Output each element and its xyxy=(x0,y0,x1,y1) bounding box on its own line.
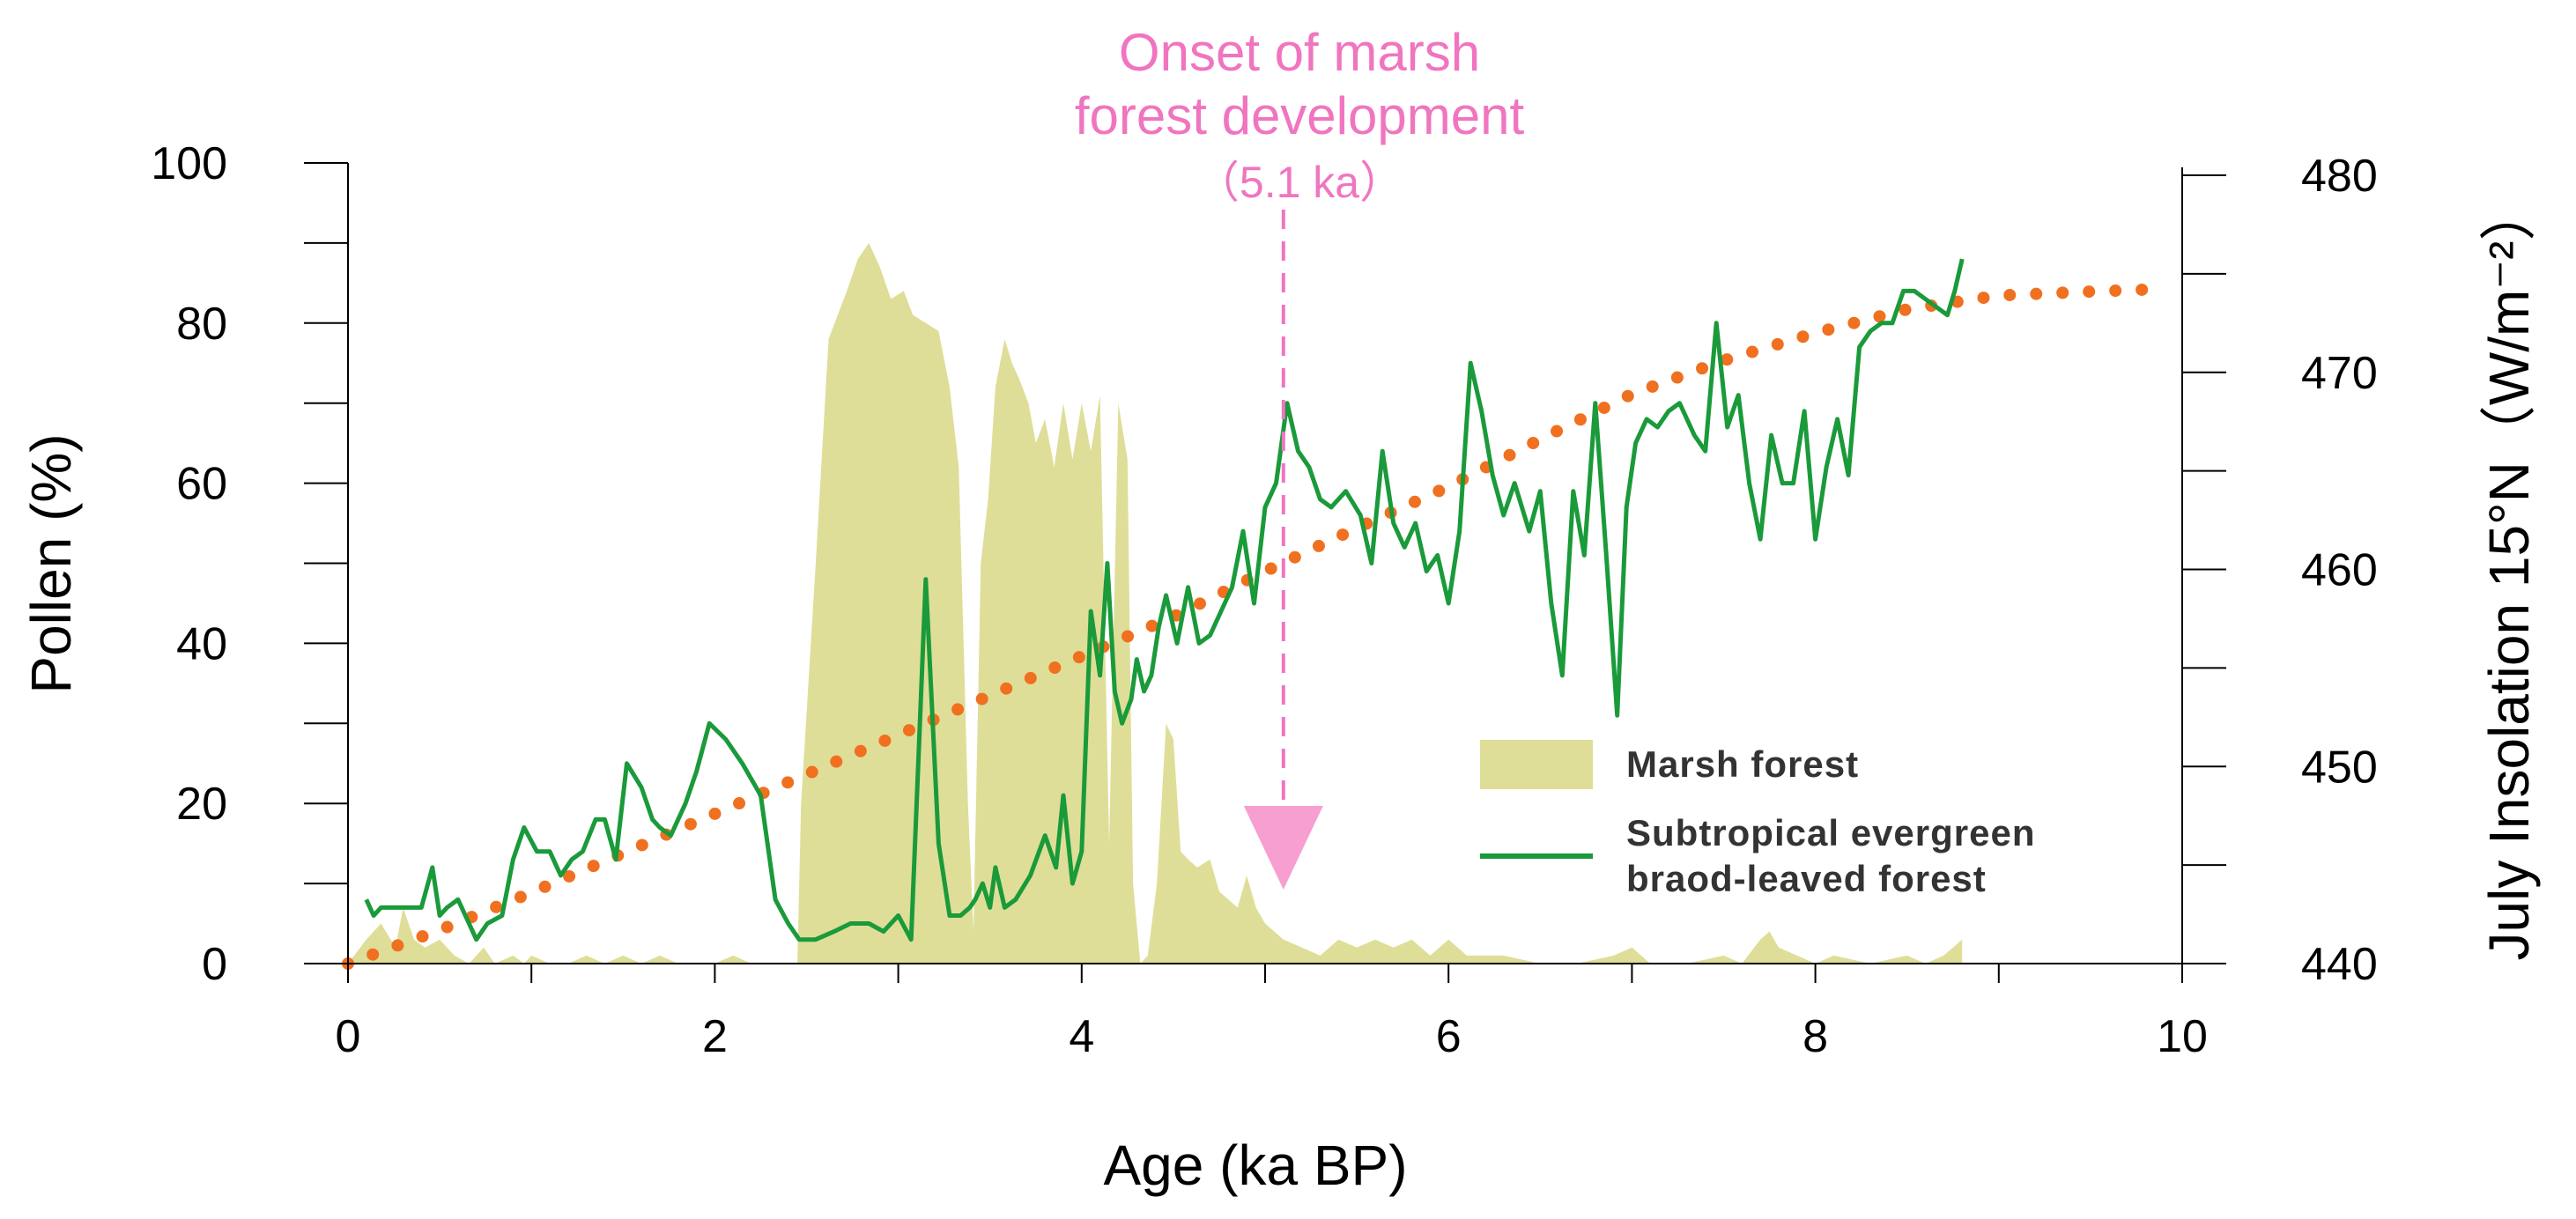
axes: 0 2 4 6 8 10 0 20 40 60 80 100 440 450 460 470 480 xyxy=(151,138,2378,1062)
y2-tick-label: 470 xyxy=(2301,348,2378,399)
legend-label-evergreen-line-1: Subtropical evergreen xyxy=(1626,812,2035,853)
annotation-line-1: Onset of marsh xyxy=(1119,23,1480,82)
y2-tick-label: 460 xyxy=(2301,545,2378,596)
y2-tick-label: 450 xyxy=(2301,742,2378,793)
y-ticks: 0 20 40 60 80 100 xyxy=(151,138,348,990)
legend-label-evergreen-line-2: braod-leaved forest xyxy=(1626,858,1987,899)
x-tick-label: 8 xyxy=(1802,1011,1828,1062)
x-tick-label: 4 xyxy=(1069,1011,1094,1062)
annotation-line-2: forest development xyxy=(1075,86,1525,145)
y-tick-label: 20 xyxy=(176,779,227,830)
y2-ticks: 440 450 460 470 480 xyxy=(2182,151,2378,990)
legend-swatch-marsh-forest xyxy=(1480,740,1593,789)
x-tick-label: 10 xyxy=(2157,1011,2208,1062)
annotation-arrow-icon xyxy=(1243,806,1323,890)
y-tick-label: 0 xyxy=(202,939,227,990)
y-tick-label: 100 xyxy=(151,138,227,189)
onset-annotation: Onset of marsh forest development （5.1 k… xyxy=(1075,23,1525,890)
y-tick-label: 80 xyxy=(176,299,227,350)
x-tick-label: 0 xyxy=(336,1011,361,1062)
y-tick-label: 40 xyxy=(176,618,227,669)
x-tick-label: 2 xyxy=(702,1011,728,1062)
y2-axis-title: July Insolation 15°N（W/m⁻²） xyxy=(2477,185,2541,961)
x-axis-title: Age (ka BP) xyxy=(1103,1134,1407,1197)
evergreen-line xyxy=(364,258,1965,942)
x-tick-label: 6 xyxy=(1436,1011,1462,1062)
insolation-layer xyxy=(342,283,2152,970)
y2-tick-label: 440 xyxy=(2301,939,2378,990)
y2-tick-label: 480 xyxy=(2301,151,2378,202)
y-tick-label: 60 xyxy=(176,459,227,510)
annotation-line-3: （5.1 ka） xyxy=(1195,158,1403,207)
insolation-line xyxy=(342,283,2152,970)
evergreen-layer xyxy=(364,258,1965,942)
x-ticks: 0 2 4 6 8 10 xyxy=(336,964,2208,1062)
legend: Marsh forest Subtropical evergreen braod… xyxy=(1476,738,2075,919)
legend-label-marsh-forest: Marsh forest xyxy=(1626,743,1859,785)
y-axis-title: Pollen (%) xyxy=(19,433,83,693)
